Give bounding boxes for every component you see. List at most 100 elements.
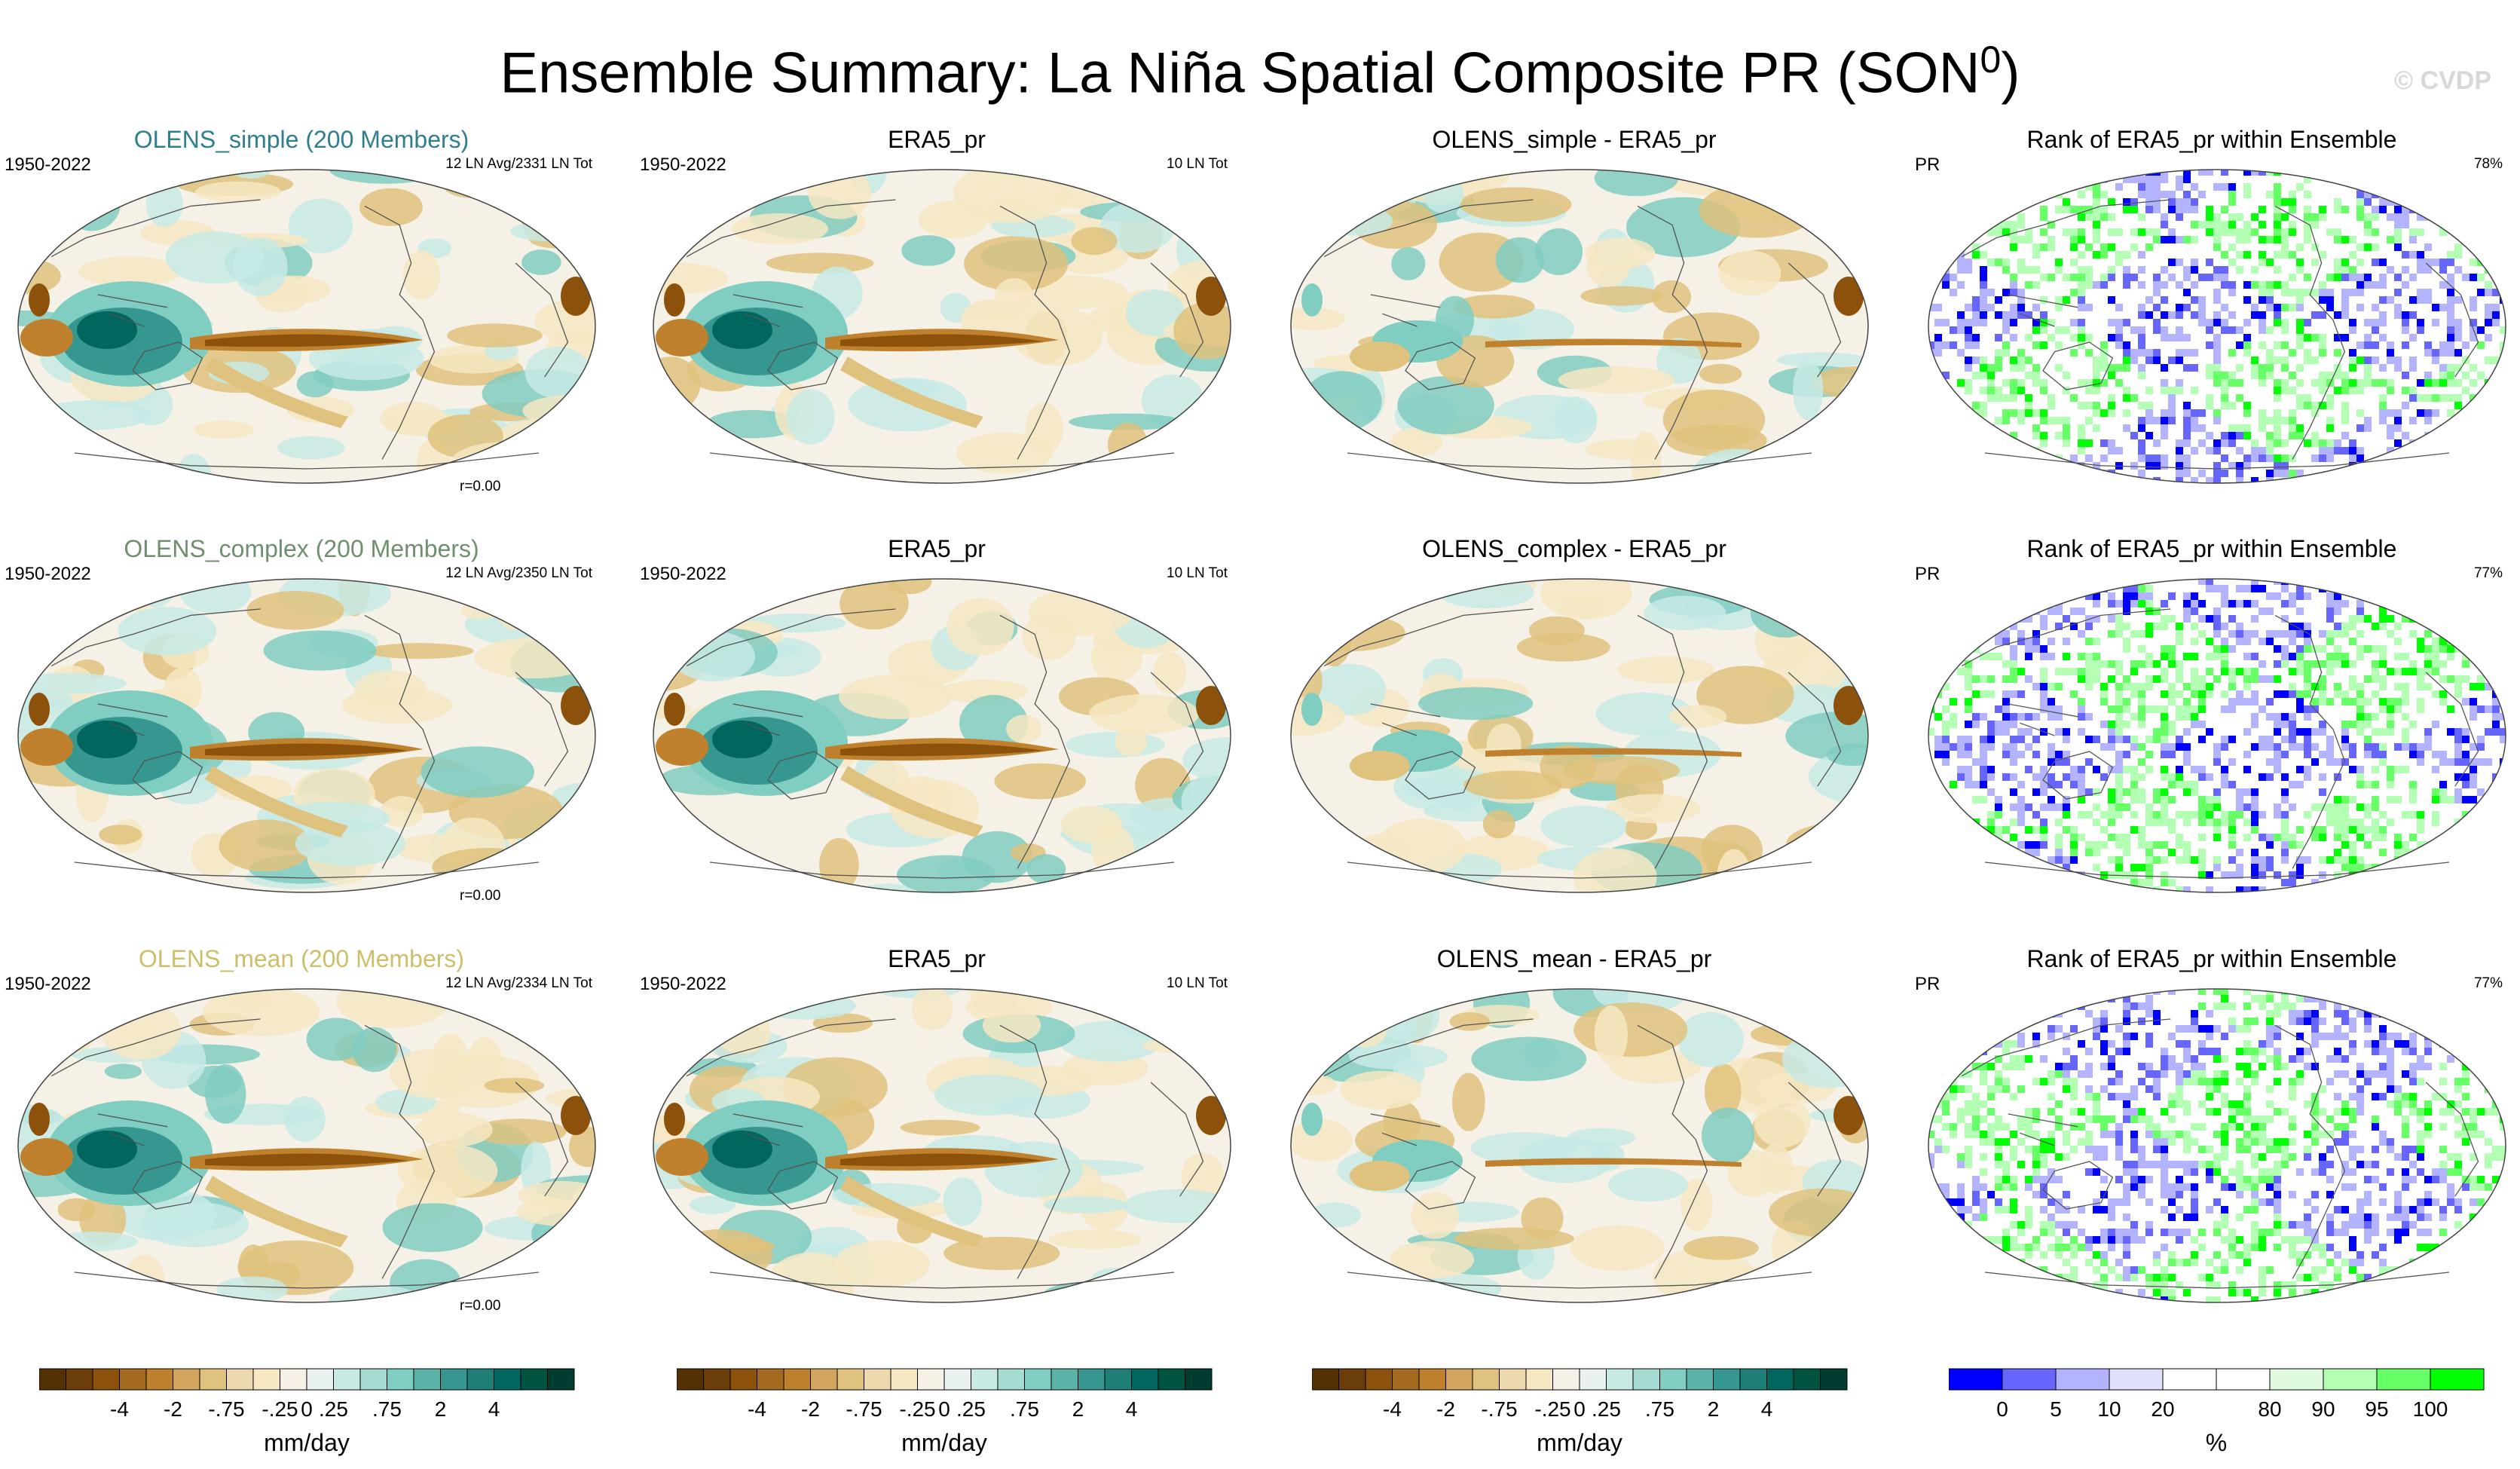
colorbar-tick: 10 <box>2097 1397 2121 1421</box>
colorbar-swatch <box>2216 1368 2271 1391</box>
panel-title: Rank of ERA5_pr within Ensemble <box>2026 126 2397 153</box>
colorbar-swatch <box>1820 1368 1848 1391</box>
panel-title: OLENS_mean (200 Members) <box>138 945 465 972</box>
panel-rank-row2: Rank of ERA5_pr within Ensemble PR 77% <box>1910 534 2513 933</box>
colorbar-swatch <box>466 1368 494 1391</box>
coastline-outline <box>686 199 1204 470</box>
colorbar-ensemble: -4 -2 -.75 -.25 0.25 .75 2 4 mm/day <box>39 1367 642 1465</box>
years-label: 1950-2022 <box>640 974 726 994</box>
colorbar-swatch <box>2002 1368 2057 1391</box>
colorbar-swatch <box>783 1368 811 1391</box>
colorbar-swatch <box>810 1368 838 1391</box>
colorbar-rank: 0 5 10 20 80 90 95 100% <box>1949 1367 2520 1465</box>
variable-label: PR <box>1915 974 1940 994</box>
years-label: 1950-2022 <box>5 155 91 175</box>
panel-ensemble-row1: OLENS_simple (200 Members) 1950-2022 12 LN… <box>0 124 603 524</box>
panel-title: ERA5_pr <box>888 126 986 153</box>
colorbar-swatch <box>2109 1368 2164 1391</box>
colorbar-swatch <box>306 1368 334 1391</box>
colorbar-tick: 0 <box>301 1397 313 1421</box>
colorbar-tick: .75 <box>1010 1397 1039 1421</box>
colorbar-swatch <box>280 1368 307 1391</box>
colorbar-tick: -4 <box>110 1397 129 1421</box>
global-map <box>17 988 596 1303</box>
colorbar-swatch <box>836 1368 864 1391</box>
panel-rank-row1: Rank of ERA5_pr within Ensemble PR 78% <box>1910 124 2513 524</box>
panel-rank-row3: Rank of ERA5_pr within Ensemble PR 77% <box>1910 944 2513 1343</box>
percent-label: 78% <box>2473 156 2503 172</box>
colorbar-swatch <box>547 1368 575 1391</box>
colorbar-swatch <box>677 1368 704 1391</box>
panel-diff-row1: OLENS_simple - ERA5_pr <box>1273 124 1876 524</box>
colorbar-swatch <box>39 1368 66 1391</box>
panel-title: OLENS_mean - ERA5_pr <box>1436 945 1712 972</box>
panel-title: OLENS_simple (200 Members) <box>133 126 469 153</box>
colorbar-swatch <box>1445 1368 1473 1391</box>
colorbar-swatch <box>413 1368 441 1391</box>
map-border <box>17 988 596 1303</box>
years-label: 1950-2022 <box>5 974 91 994</box>
variable-label: PR <box>1915 564 1940 584</box>
colorbar-swatch <box>1051 1368 1078 1391</box>
colorbar-units: % <box>2205 1429 2228 1456</box>
panel-title: OLENS_complex - ERA5_pr <box>1422 535 1726 562</box>
map-border <box>17 578 596 893</box>
colorbar-swatch <box>1949 1368 2003 1391</box>
map-border <box>1290 578 1869 893</box>
global-map <box>1928 169 2506 484</box>
colorbar-swatch <box>494 1368 521 1391</box>
colorbar-swatch <box>226 1368 254 1391</box>
colorbar-tick: -.25 <box>1534 1397 1571 1421</box>
panel-ensemble-row2: OLENS_complex (200 Members) 1950-2022 12 L… <box>0 534 603 933</box>
global-map <box>653 169 1231 484</box>
panel-title: OLENS_complex (200 Members) <box>124 535 479 562</box>
years-label: 1950-2022 <box>640 564 726 584</box>
count-label: 10 LN Tot <box>1167 975 1228 991</box>
colorbar-swatch <box>890 1368 918 1391</box>
colorbar-swatch <box>199 1368 227 1391</box>
map-border <box>1928 578 2506 893</box>
colorbar-tick: 5 <box>2050 1397 2062 1421</box>
colorbar-swatches <box>677 1368 1213 1391</box>
colorbar-swatch <box>2323 1368 2378 1391</box>
colorbar-tick: 0 <box>938 1397 950 1421</box>
colorbar-units: mm/day <box>901 1429 987 1456</box>
colorbar-swatch <box>917 1368 945 1391</box>
colorbar-swatch <box>1766 1368 1794 1391</box>
colorbar-swatch <box>2162 1368 2217 1391</box>
map-border <box>1928 988 2506 1303</box>
colorbar-swatches <box>1949 1368 2485 1391</box>
coastline-outline <box>50 608 569 879</box>
colorbar-swatch <box>359 1368 387 1391</box>
panel-diff-row2: OLENS_complex - ERA5_pr <box>1273 534 1876 933</box>
panel-obs-row2: ERA5_pr 1950-2022 10 LN Tot <box>635 534 1238 933</box>
map-border <box>653 578 1231 893</box>
colorbar-tick: 4 <box>488 1397 500 1421</box>
map-border <box>1290 169 1869 484</box>
colorbar-swatch <box>971 1368 999 1391</box>
colorbar-swatch <box>1418 1368 1446 1391</box>
colorbar-swatch <box>1312 1368 1339 1391</box>
correlation-label: r=0.00 <box>460 888 501 904</box>
colorbar-tick: 4 <box>1760 1397 1773 1421</box>
panel-title: OLENS_simple - ERA5_pr <box>1432 126 1717 153</box>
colorbar-swatch <box>757 1368 784 1391</box>
colorbar-tick: -2 <box>164 1397 182 1421</box>
colorbar-swatch <box>1739 1368 1767 1391</box>
colorbar-tick: 2 <box>1072 1397 1084 1421</box>
panel-ensemble-row3: OLENS_mean (200 Members) 1950-2022 12 LN A… <box>0 944 603 1343</box>
colorbar-swatch <box>1686 1368 1714 1391</box>
coastline-outline <box>1961 199 2479 470</box>
colorbar-tick: .75 <box>372 1397 402 1421</box>
colorbar-tick: -.75 <box>208 1397 245 1421</box>
map-border <box>17 169 596 484</box>
colorbar-swatch <box>703 1368 731 1391</box>
colorbar-tick: -.25 <box>899 1397 936 1421</box>
colorbar-swatch <box>440 1368 468 1391</box>
years-label: 1950-2022 <box>5 564 91 584</box>
colorbar-swatch <box>252 1368 280 1391</box>
colorbar-swatch <box>1472 1368 1500 1391</box>
years-label: 1950-2022 <box>640 155 726 175</box>
colorbar-swatch <box>1365 1368 1393 1391</box>
colorbar-obs: -4 -2 -.75 -.25 0.25 .75 2 4 mm/day <box>677 1367 1280 1465</box>
